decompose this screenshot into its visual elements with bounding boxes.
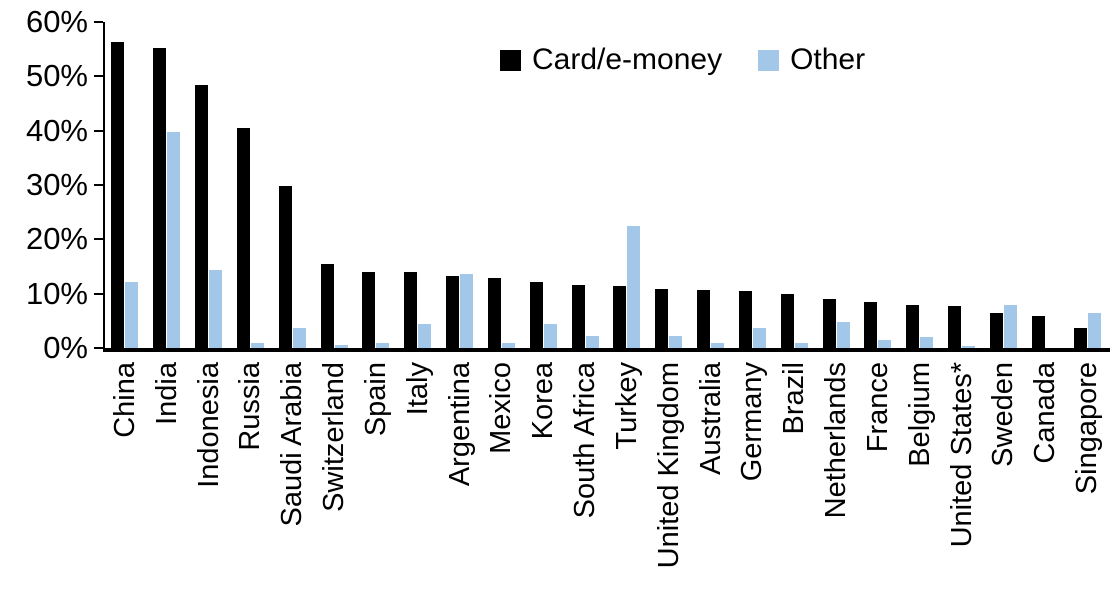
bar-other: [878, 340, 891, 348]
bar-other: [251, 343, 264, 348]
bar-other: [167, 132, 180, 348]
x-axis-category-label: Switzerland: [318, 362, 350, 512]
bar-other: [460, 274, 473, 348]
bar-other: [376, 343, 389, 348]
x-axis-category-label: Italy: [402, 362, 434, 416]
bar-card-emoney: [404, 272, 417, 348]
bar-other: [669, 336, 682, 348]
bar-card-emoney: [111, 42, 124, 348]
x-axis-category-label: Germany: [736, 362, 768, 482]
bar-card-emoney: [823, 299, 836, 348]
x-axis-category-label: India: [151, 362, 183, 425]
x-axis-category-label: Korea: [527, 362, 559, 440]
bar-card-emoney: [697, 290, 710, 348]
bar-card-emoney: [446, 276, 459, 348]
x-axis-category-label: Spain: [360, 362, 392, 437]
x-axis-category-label: Singapore: [1071, 362, 1103, 495]
legend-label: Card/e-money: [532, 43, 723, 76]
bar-card-emoney: [1032, 316, 1045, 348]
y-axis-tick: [94, 129, 103, 132]
bar-other: [627, 226, 640, 348]
bar-other: [209, 270, 222, 348]
x-axis-category-label: Turkey: [611, 362, 643, 450]
bar-card-emoney: [488, 278, 501, 348]
x-axis-category-label: China: [109, 362, 141, 438]
legend-swatch-icon: [500, 49, 521, 71]
bar-card-emoney: [530, 282, 543, 348]
bar-card-emoney: [781, 294, 794, 348]
bar-card-emoney: [948, 306, 961, 348]
legend-item-card-emoney: Card/e-money: [500, 44, 722, 76]
x-axis-category-label: South Africa: [569, 362, 601, 519]
x-axis-category-label: United States*: [946, 362, 978, 548]
y-axis-tick-label: 50%: [25, 58, 88, 94]
legend-label: Other: [790, 43, 866, 76]
y-axis-tick: [94, 21, 103, 23]
x-axis-category-label: Saudi Arabia: [276, 362, 308, 527]
bar-other: [753, 328, 766, 348]
x-axis-category-label: Canada: [1029, 362, 1061, 464]
bar-other: [418, 324, 431, 348]
bar-card-emoney: [279, 186, 292, 348]
y-axis-tick: [94, 347, 103, 349]
y-axis-tick: [94, 184, 103, 186]
bar-card-emoney: [572, 285, 585, 348]
x-axis-category-label: Brazil: [778, 362, 810, 435]
bar-card-emoney: [1074, 328, 1087, 348]
x-axis-category-label: Netherlands: [820, 362, 852, 519]
legend-item-other: Other: [758, 44, 865, 76]
bar-other: [1004, 305, 1017, 348]
y-axis-tick: [94, 75, 103, 78]
y-axis-tick-label: 0%: [43, 330, 88, 365]
y-axis-tick: [94, 292, 103, 295]
x-axis-category-label: Sweden: [987, 362, 1019, 467]
bar-other: [293, 328, 306, 348]
bar-card-emoney: [655, 289, 668, 348]
bar-card-emoney: [990, 313, 1003, 348]
bar-other: [502, 343, 515, 348]
bar-card-emoney: [362, 272, 375, 348]
bar-card-emoney: [321, 264, 334, 348]
y-axis-tick-label: 30%: [25, 167, 88, 202]
x-axis-category-label: Australia: [695, 362, 727, 475]
chart-legend: Card/e-money Other: [500, 44, 865, 76]
y-axis-tick-label: 10%: [25, 275, 88, 311]
y-axis-tick: [94, 238, 103, 241]
bar-other: [795, 343, 808, 348]
bar-card-emoney: [613, 286, 626, 348]
y-axis-tick-label: 20%: [25, 221, 88, 257]
x-axis-line: [104, 348, 1110, 352]
bar-other: [586, 336, 599, 348]
x-axis-category-label: Argentina: [444, 362, 476, 487]
bar-other: [920, 337, 933, 348]
x-axis-category-label: Belgium: [904, 362, 936, 467]
bar-other: [962, 346, 975, 348]
y-axis-line: [103, 22, 105, 352]
bar-card-emoney: [864, 302, 877, 348]
bar-card-emoney: [739, 291, 752, 348]
x-axis-category-label: Indonesia: [193, 362, 225, 488]
bar-other: [544, 324, 557, 348]
y-axis-tick-label: 40%: [25, 112, 88, 148]
bar-other: [837, 322, 850, 348]
bar-other: [125, 282, 138, 348]
x-axis-category-label: Mexico: [485, 362, 517, 454]
bar-other: [1088, 313, 1101, 348]
bar-card-emoney: [906, 305, 919, 348]
bar-card-emoney: [153, 48, 166, 348]
bar-card-emoney: [237, 128, 250, 348]
legend-swatch-icon: [758, 49, 780, 71]
x-axis-category-label: France: [862, 362, 894, 453]
x-axis-category-label: United Kingdom: [653, 362, 685, 569]
x-axis-category-label: Russia: [234, 362, 266, 451]
y-axis-tick-label: 60%: [25, 4, 88, 39]
bar-other: [711, 343, 724, 348]
bar-other: [335, 345, 348, 348]
bar-card-emoney: [195, 85, 208, 348]
